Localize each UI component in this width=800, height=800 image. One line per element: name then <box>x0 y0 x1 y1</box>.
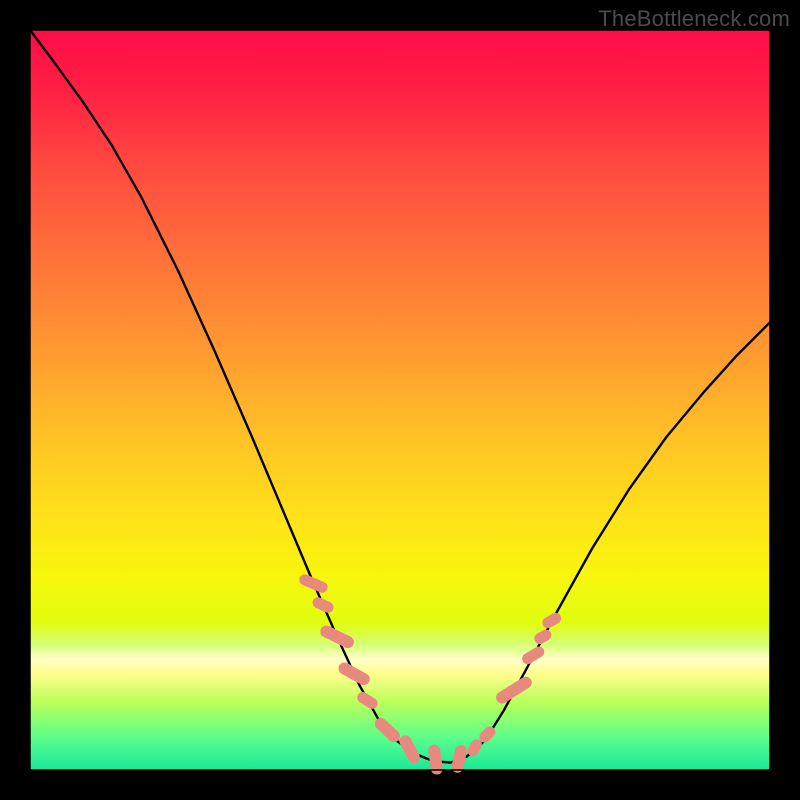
chart-background-gradient <box>30 30 770 770</box>
watermark-text: TheBottleneck.com <box>598 6 790 32</box>
